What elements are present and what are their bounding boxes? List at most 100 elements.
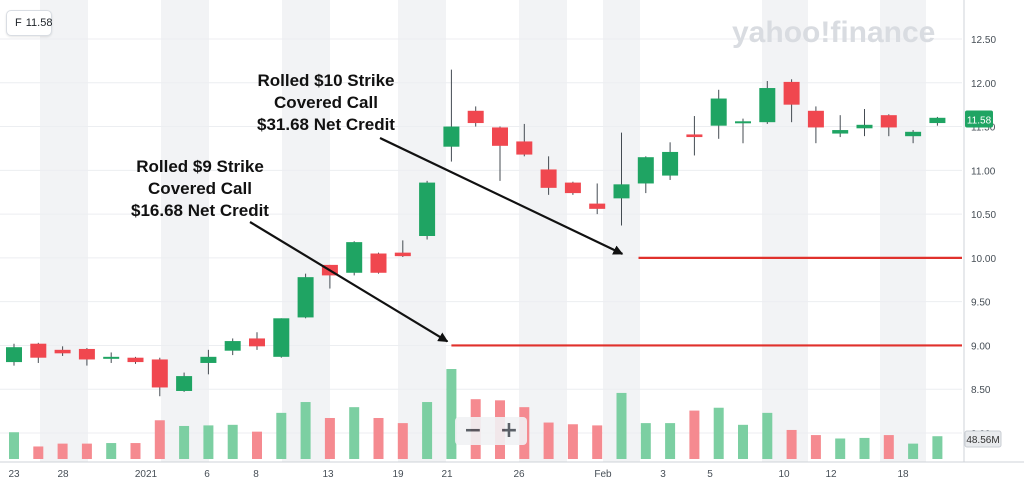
- candle-body: [613, 184, 630, 199]
- volume-bar: [932, 436, 943, 459]
- candle-body: [832, 130, 849, 134]
- candle-body: [176, 376, 193, 391]
- x-tick-label: 2021: [135, 469, 158, 480]
- annotation-text: $31.68 Net Credit: [257, 115, 395, 134]
- x-tick-label: 19: [392, 469, 404, 480]
- grid-lines: [0, 0, 1024, 463]
- background-band: [40, 0, 88, 462]
- volume-bar: [276, 412, 287, 459]
- annotation-text: Covered Call: [274, 93, 378, 112]
- x-tick-label: 3: [660, 469, 666, 480]
- annotation-text: Rolled $10 Strike: [257, 71, 394, 90]
- volume-tag: [964, 430, 1002, 448]
- ticker-symbol: F: [15, 17, 22, 29]
- background-band: [282, 0, 330, 462]
- candle-body: [492, 127, 508, 146]
- current-price-label: 11.58: [967, 116, 992, 127]
- volume-bar: [859, 437, 870, 459]
- volume-bar: [300, 402, 311, 459]
- candle-body: [759, 88, 776, 123]
- volume-bar: [81, 443, 92, 459]
- candle-body: [394, 252, 411, 257]
- annotation-arrow: [249, 221, 449, 343]
- background-bands: [40, 0, 926, 462]
- candle-body: [370, 253, 387, 273]
- volume-bar: [616, 392, 627, 459]
- volume-bar: [373, 417, 384, 459]
- candle-body: [516, 141, 533, 155]
- current-price-tag: [965, 110, 993, 128]
- y-axis: 12.50 12.00 11.50 11.00 10.50 10.00 9.50 9.00 8.…: [964, 35, 1002, 448]
- y-tick-label: 9.50: [971, 298, 991, 309]
- x-tick-label: 26: [513, 469, 525, 480]
- x-tick-label: 5: [707, 469, 713, 480]
- volume-bar: [810, 435, 821, 459]
- x-tick-label: 10: [778, 469, 790, 480]
- candle-body: [856, 124, 873, 129]
- candle-body: [880, 115, 897, 128]
- volume-bar: [592, 425, 603, 459]
- candles[interactable]: [6, 69, 946, 397]
- volume-bar: [422, 402, 433, 459]
- candle-body: [564, 182, 581, 194]
- yahoo-finance-logo: yahoo!finance: [732, 16, 935, 49]
- volume-bar: [179, 425, 190, 459]
- y-tick-label: 12.00: [971, 79, 996, 90]
- volume-tag-label: 48.56M: [966, 435, 999, 446]
- ticker-badge[interactable]: F 11.58: [6, 10, 52, 36]
- x-tick-label: 8: [253, 469, 259, 480]
- annotation-text: Covered Call: [148, 179, 252, 198]
- volume-bar: [713, 407, 724, 459]
- zoom-controls: − +: [455, 417, 527, 445]
- x-axis: 23 28 2021 6 8 13 19 21 26 Feb 3 5 10 12 18: [8, 469, 909, 480]
- annotation-text: $16.68 Net Credit: [131, 201, 269, 220]
- candle-body: [200, 356, 217, 363]
- volume-bar: [786, 429, 797, 459]
- volume-bar: [567, 424, 578, 459]
- background-band: [603, 0, 640, 462]
- zoom-out-button[interactable]: −: [463, 418, 483, 443]
- candle-body: [735, 121, 751, 124]
- candle-body: [419, 182, 436, 236]
- candle-body: [224, 341, 241, 351]
- volume-bar: [665, 423, 676, 459]
- y-tick-label: 8.50: [971, 385, 991, 396]
- volume-bar: [543, 422, 554, 459]
- x-tick-label: 23: [8, 469, 20, 480]
- volume-bar: [57, 443, 68, 459]
- volume-bar: [227, 424, 238, 459]
- y-tick-label: 11.50: [971, 123, 996, 134]
- y-tick-label: 9.00: [971, 341, 991, 352]
- zoom-in-button[interactable]: +: [499, 418, 519, 443]
- candle-body: [346, 242, 363, 273]
- candle-body: [662, 151, 679, 176]
- volume-bar: [9, 432, 19, 459]
- y-tick-label: 10.00: [971, 254, 996, 265]
- x-tick-label: Feb: [594, 469, 612, 480]
- background-band: [161, 0, 209, 462]
- candle-body: [929, 117, 946, 124]
- candle-body: [78, 348, 95, 360]
- candle-body: [637, 157, 654, 184]
- volume-bar: [252, 431, 262, 459]
- candle-body: [54, 349, 71, 354]
- x-tick-label: 6: [204, 469, 210, 480]
- candle-body: [710, 98, 727, 126]
- volume-bar: [689, 410, 700, 459]
- candle-body: [103, 356, 120, 359]
- volume-bar: [33, 446, 44, 459]
- volume-bar: [835, 438, 846, 459]
- volume-bar: [883, 435, 894, 459]
- candle-body: [127, 357, 144, 363]
- y-tick-label: 11.00: [971, 166, 996, 177]
- x-tick-label: 12: [825, 469, 837, 480]
- candle-body: [467, 110, 484, 124]
- candle-body: [807, 110, 824, 128]
- candle-body: [249, 338, 265, 347]
- ticker-price: 11.58: [25, 17, 53, 29]
- volume-bar: [738, 424, 748, 459]
- annotation-text: Rolled $9 Strike: [136, 157, 264, 176]
- volume-bar: [106, 443, 117, 459]
- y-tick-label: 12.50: [971, 35, 996, 46]
